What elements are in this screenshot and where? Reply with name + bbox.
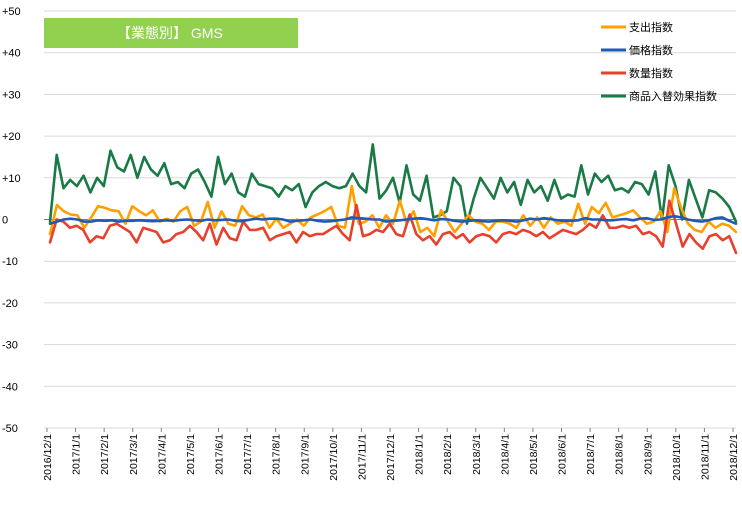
x-tick-label: 2018/1/1 (414, 434, 426, 475)
y-tick-label: -50 (2, 423, 18, 435)
x-tick-label: 2018/9/1 (642, 434, 654, 475)
y-tick-label: +10 (2, 173, 21, 185)
x-tick-label: 2017/2/1 (99, 434, 111, 475)
x-tick-label: 2018/7/1 (585, 434, 597, 475)
x-tick-label: 2018/12/1 (728, 434, 740, 481)
y-tick-label: -30 (2, 340, 18, 352)
x-tick-label: 2018/2/1 (442, 434, 454, 475)
x-tick-label: 2018/8/1 (614, 434, 626, 475)
x-tick-label: 2018/6/1 (557, 434, 569, 475)
chart-title-box: 【業態別】 GMS (44, 18, 298, 48)
y-tick-label: -20 (2, 298, 18, 310)
x-tick-label: 2017/1/1 (71, 434, 83, 475)
series-lines (48, 143, 738, 255)
legend-label-substitution: 商品入替効果指数 (629, 89, 717, 103)
y-tick-label: -10 (2, 256, 18, 268)
y-tick-label: 0 (2, 215, 8, 227)
y-tick-label: +30 (2, 89, 21, 101)
x-tick-label: 2017/6/1 (214, 434, 226, 475)
series-line-substitution (48, 143, 738, 225)
x-tick-label: 2017/5/1 (185, 434, 197, 475)
x-tick-label: 2017/9/1 (299, 434, 311, 475)
y-tick-label: -40 (2, 381, 18, 393)
x-tick-label: 2018/10/1 (671, 434, 683, 481)
x-axis-tick-labels: 2016/12/1 2017/1/1 2017/2/1 2017/3/1 2017/4/… (42, 428, 740, 481)
legend-label-spend: 支出指数 (629, 20, 673, 34)
chart-title-background (44, 18, 298, 48)
series-line-price (48, 214, 738, 225)
x-tick-label: 2016/12/1 (42, 434, 54, 481)
x-tick-label: 2017/4/1 (156, 434, 168, 475)
x-tick-label: 2017/7/1 (242, 434, 254, 475)
y-tick-label: +50 (2, 6, 21, 18)
y-tick-label: +40 (2, 48, 21, 60)
x-tick-label: 2018/4/1 (499, 434, 511, 475)
legend-label-quantity: 数量指数 (629, 66, 673, 80)
x-tick-label: 2017/8/1 (271, 434, 283, 475)
x-tick-label: 2018/3/1 (471, 434, 483, 475)
x-tick-label: 2018/11/1 (699, 434, 711, 480)
x-tick-label: 2017/11/1 (356, 434, 368, 480)
x-tick-label: 2017/12/1 (385, 434, 397, 481)
chart-title: 【業態別】 GMS (117, 25, 223, 41)
x-tick-label: 2018/5/1 (528, 434, 540, 475)
y-axis-tick-labels: +50 +40 +30 +20 +10 0 -10 -20 -30 -40 -50 (2, 6, 21, 435)
x-tick-label: 2017/3/1 (128, 434, 140, 475)
series-line-quantity (48, 199, 738, 255)
x-tick-label: 2017/10/1 (328, 434, 340, 481)
legend-label-price: 価格指数 (629, 43, 673, 57)
y-tick-label: +20 (2, 131, 21, 143)
